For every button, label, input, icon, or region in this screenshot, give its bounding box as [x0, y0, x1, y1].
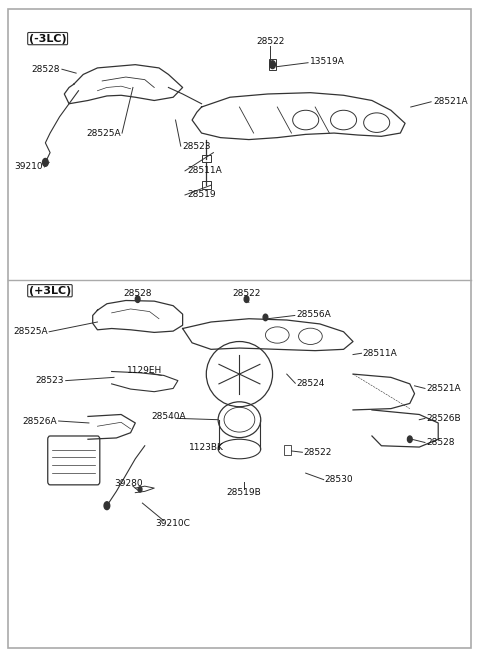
- Text: 28526B: 28526B: [426, 414, 461, 423]
- Text: 28521A: 28521A: [426, 384, 461, 393]
- Circle shape: [408, 436, 412, 443]
- Text: 28528: 28528: [31, 65, 60, 74]
- Text: 28522: 28522: [232, 290, 261, 298]
- Text: 28526A: 28526A: [23, 417, 57, 426]
- Circle shape: [263, 314, 268, 321]
- Text: 28522: 28522: [256, 37, 284, 47]
- Circle shape: [104, 502, 110, 510]
- Text: 28523: 28523: [182, 142, 211, 150]
- Text: 28519: 28519: [187, 191, 216, 200]
- Bar: [202, 154, 211, 162]
- Text: 28523: 28523: [36, 376, 64, 385]
- Text: 13519A: 13519A: [311, 57, 345, 66]
- Text: 28556A: 28556A: [296, 309, 331, 319]
- Text: 28521A: 28521A: [433, 97, 468, 106]
- Circle shape: [270, 60, 276, 68]
- Text: 39210: 39210: [14, 162, 43, 171]
- Bar: [202, 181, 211, 189]
- Text: 28511A: 28511A: [187, 166, 222, 175]
- Text: 28540A: 28540A: [151, 412, 186, 421]
- Text: 28519B: 28519B: [227, 488, 262, 497]
- Text: 1129EH: 1129EH: [127, 367, 162, 375]
- Text: 28524: 28524: [296, 378, 324, 388]
- Text: 28530: 28530: [324, 475, 353, 484]
- Text: 39280: 39280: [114, 479, 143, 488]
- Circle shape: [244, 296, 249, 302]
- Bar: [269, 59, 276, 70]
- Text: (+3LC): (+3LC): [29, 286, 71, 296]
- Text: 28525A: 28525A: [13, 327, 48, 336]
- Text: 28525A: 28525A: [86, 129, 121, 137]
- Text: 39210C: 39210C: [156, 520, 191, 528]
- Text: 28528: 28528: [426, 438, 455, 447]
- Text: 28511A: 28511A: [362, 349, 397, 358]
- Circle shape: [138, 487, 142, 492]
- Text: 28522: 28522: [303, 448, 332, 457]
- Text: (-3LC): (-3LC): [29, 34, 66, 43]
- Text: 28528: 28528: [123, 290, 152, 298]
- Circle shape: [43, 158, 48, 166]
- Circle shape: [135, 296, 140, 302]
- Text: 1123BK: 1123BK: [189, 443, 224, 451]
- Bar: [284, 445, 291, 455]
